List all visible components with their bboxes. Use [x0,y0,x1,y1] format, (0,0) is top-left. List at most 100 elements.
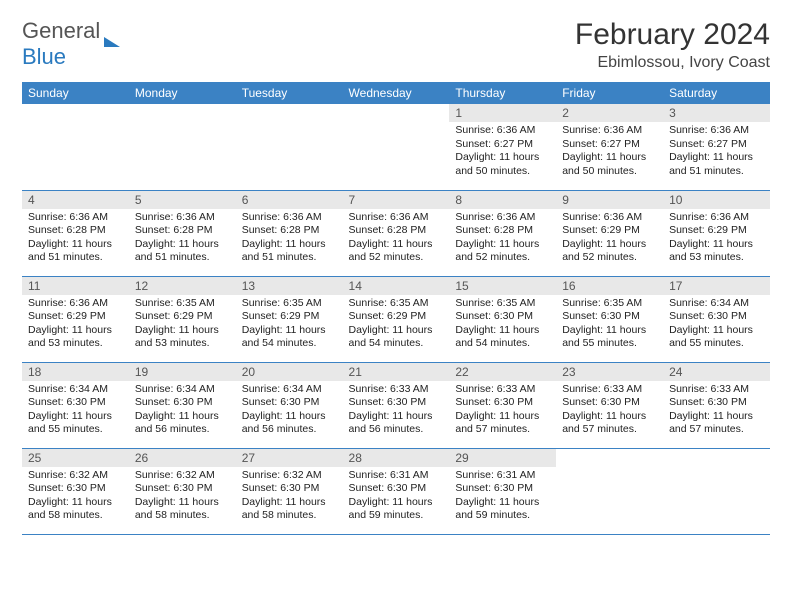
daylight-text: Daylight: 11 hours and 51 minutes. [242,238,337,265]
day-info: Sunrise: 6:36 AMSunset: 6:29 PMDaylight:… [663,209,770,270]
weekday-header: Monday [129,82,236,104]
sunset-text: Sunset: 6:29 PM [135,310,230,324]
sunrise-text: Sunrise: 6:31 AM [455,469,550,483]
day-number: 11 [22,277,129,295]
sunrise-text: Sunrise: 6:32 AM [135,469,230,483]
sunset-text: Sunset: 6:29 PM [28,310,123,324]
day-number: 3 [663,104,770,122]
sunset-text: Sunset: 6:29 PM [349,310,444,324]
calendar-day-cell: 15Sunrise: 6:35 AMSunset: 6:30 PMDayligh… [449,276,556,362]
sunrise-text: Sunrise: 6:35 AM [135,297,230,311]
calendar-body: ........1Sunrise: 6:36 AMSunset: 6:27 PM… [22,104,770,534]
daylight-text: Daylight: 11 hours and 54 minutes. [349,324,444,351]
sunrise-text: Sunrise: 6:32 AM [242,469,337,483]
calendar-day-cell: .. [343,104,450,190]
sunset-text: Sunset: 6:29 PM [242,310,337,324]
day-info: Sunrise: 6:36 AMSunset: 6:28 PMDaylight:… [22,209,129,270]
weekday-header: Tuesday [236,82,343,104]
sunrise-text: Sunrise: 6:36 AM [455,124,550,138]
day-info: Sunrise: 6:32 AMSunset: 6:30 PMDaylight:… [22,467,129,528]
sunrise-text: Sunrise: 6:34 AM [242,383,337,397]
sunset-text: Sunset: 6:30 PM [455,396,550,410]
weekday-header-row: Sunday Monday Tuesday Wednesday Thursday… [22,82,770,104]
calendar-day-cell: 8Sunrise: 6:36 AMSunset: 6:28 PMDaylight… [449,190,556,276]
day-info: Sunrise: 6:36 AMSunset: 6:28 PMDaylight:… [236,209,343,270]
day-number: 27 [236,449,343,467]
logo-text-1: General [22,18,100,43]
sunrise-text: Sunrise: 6:36 AM [28,297,123,311]
daylight-text: Daylight: 11 hours and 52 minutes. [349,238,444,265]
sunset-text: Sunset: 6:30 PM [349,396,444,410]
sunset-text: Sunset: 6:30 PM [562,310,657,324]
daylight-text: Daylight: 11 hours and 50 minutes. [562,151,657,178]
calendar-day-cell: 3Sunrise: 6:36 AMSunset: 6:27 PMDaylight… [663,104,770,190]
sunset-text: Sunset: 6:30 PM [562,396,657,410]
title-block: February 2024 Ebimlossou, Ivory Coast [575,18,770,72]
calendar-day-cell: 10Sunrise: 6:36 AMSunset: 6:29 PMDayligh… [663,190,770,276]
calendar-day-cell: 9Sunrise: 6:36 AMSunset: 6:29 PMDaylight… [556,190,663,276]
calendar-day-cell: 16Sunrise: 6:35 AMSunset: 6:30 PMDayligh… [556,276,663,362]
calendar-day-cell: 26Sunrise: 6:32 AMSunset: 6:30 PMDayligh… [129,448,236,534]
calendar-week-row: 25Sunrise: 6:32 AMSunset: 6:30 PMDayligh… [22,448,770,534]
day-info: Sunrise: 6:36 AMSunset: 6:28 PMDaylight:… [343,209,450,270]
day-number: 29 [449,449,556,467]
day-number: 12 [129,277,236,295]
calendar-day-cell: 27Sunrise: 6:32 AMSunset: 6:30 PMDayligh… [236,448,343,534]
day-number: 4 [22,191,129,209]
daylight-text: Daylight: 11 hours and 51 minutes. [135,238,230,265]
day-number: 21 [343,363,450,381]
sunset-text: Sunset: 6:30 PM [242,482,337,496]
sunset-text: Sunset: 6:30 PM [135,482,230,496]
sunrise-text: Sunrise: 6:35 AM [349,297,444,311]
weekday-header: Thursday [449,82,556,104]
daylight-text: Daylight: 11 hours and 52 minutes. [455,238,550,265]
calendar-day-cell: 1Sunrise: 6:36 AMSunset: 6:27 PMDaylight… [449,104,556,190]
sunrise-text: Sunrise: 6:34 AM [669,297,764,311]
sunset-text: Sunset: 6:30 PM [242,396,337,410]
day-number: 2 [556,104,663,122]
sunset-text: Sunset: 6:29 PM [562,224,657,238]
day-number: 10 [663,191,770,209]
daylight-text: Daylight: 11 hours and 57 minutes. [455,410,550,437]
day-info: Sunrise: 6:36 AMSunset: 6:27 PMDaylight:… [556,122,663,183]
day-number: 14 [343,277,450,295]
day-number: 22 [449,363,556,381]
logo-text: General Blue [22,18,100,70]
calendar-day-cell: 4Sunrise: 6:36 AMSunset: 6:28 PMDaylight… [22,190,129,276]
calendar-day-cell: 14Sunrise: 6:35 AMSunset: 6:29 PMDayligh… [343,276,450,362]
sunrise-text: Sunrise: 6:35 AM [562,297,657,311]
day-info: Sunrise: 6:35 AMSunset: 6:30 PMDaylight:… [449,295,556,356]
calendar-day-cell: .. [556,448,663,534]
weekday-header: Saturday [663,82,770,104]
daylight-text: Daylight: 11 hours and 53 minutes. [135,324,230,351]
calendar-week-row: ........1Sunrise: 6:36 AMSunset: 6:27 PM… [22,104,770,190]
calendar-day-cell: 11Sunrise: 6:36 AMSunset: 6:29 PMDayligh… [22,276,129,362]
daylight-text: Daylight: 11 hours and 55 minutes. [562,324,657,351]
day-number: 15 [449,277,556,295]
sunrise-text: Sunrise: 6:36 AM [562,124,657,138]
day-info: Sunrise: 6:31 AMSunset: 6:30 PMDaylight:… [343,467,450,528]
calendar-day-cell: .. [129,104,236,190]
calendar-day-cell: 23Sunrise: 6:33 AMSunset: 6:30 PMDayligh… [556,362,663,448]
daylight-text: Daylight: 11 hours and 54 minutes. [455,324,550,351]
day-info: Sunrise: 6:31 AMSunset: 6:30 PMDaylight:… [449,467,556,528]
sunset-text: Sunset: 6:27 PM [562,138,657,152]
calendar-day-cell: 6Sunrise: 6:36 AMSunset: 6:28 PMDaylight… [236,190,343,276]
day-info: Sunrise: 6:32 AMSunset: 6:30 PMDaylight:… [236,467,343,528]
sunrise-text: Sunrise: 6:34 AM [28,383,123,397]
sunset-text: Sunset: 6:28 PM [135,224,230,238]
daylight-text: Daylight: 11 hours and 54 minutes. [242,324,337,351]
calendar-table: Sunday Monday Tuesday Wednesday Thursday… [22,82,770,535]
calendar-day-cell: 29Sunrise: 6:31 AMSunset: 6:30 PMDayligh… [449,448,556,534]
day-number: 6 [236,191,343,209]
day-info: Sunrise: 6:33 AMSunset: 6:30 PMDaylight:… [663,381,770,442]
sunset-text: Sunset: 6:29 PM [669,224,764,238]
calendar-week-row: 11Sunrise: 6:36 AMSunset: 6:29 PMDayligh… [22,276,770,362]
day-info: Sunrise: 6:35 AMSunset: 6:29 PMDaylight:… [343,295,450,356]
location: Ebimlossou, Ivory Coast [575,54,770,72]
sunrise-text: Sunrise: 6:36 AM [242,211,337,225]
sunrise-text: Sunrise: 6:36 AM [135,211,230,225]
daylight-text: Daylight: 11 hours and 52 minutes. [562,238,657,265]
day-number: 18 [22,363,129,381]
day-info: Sunrise: 6:34 AMSunset: 6:30 PMDaylight:… [129,381,236,442]
